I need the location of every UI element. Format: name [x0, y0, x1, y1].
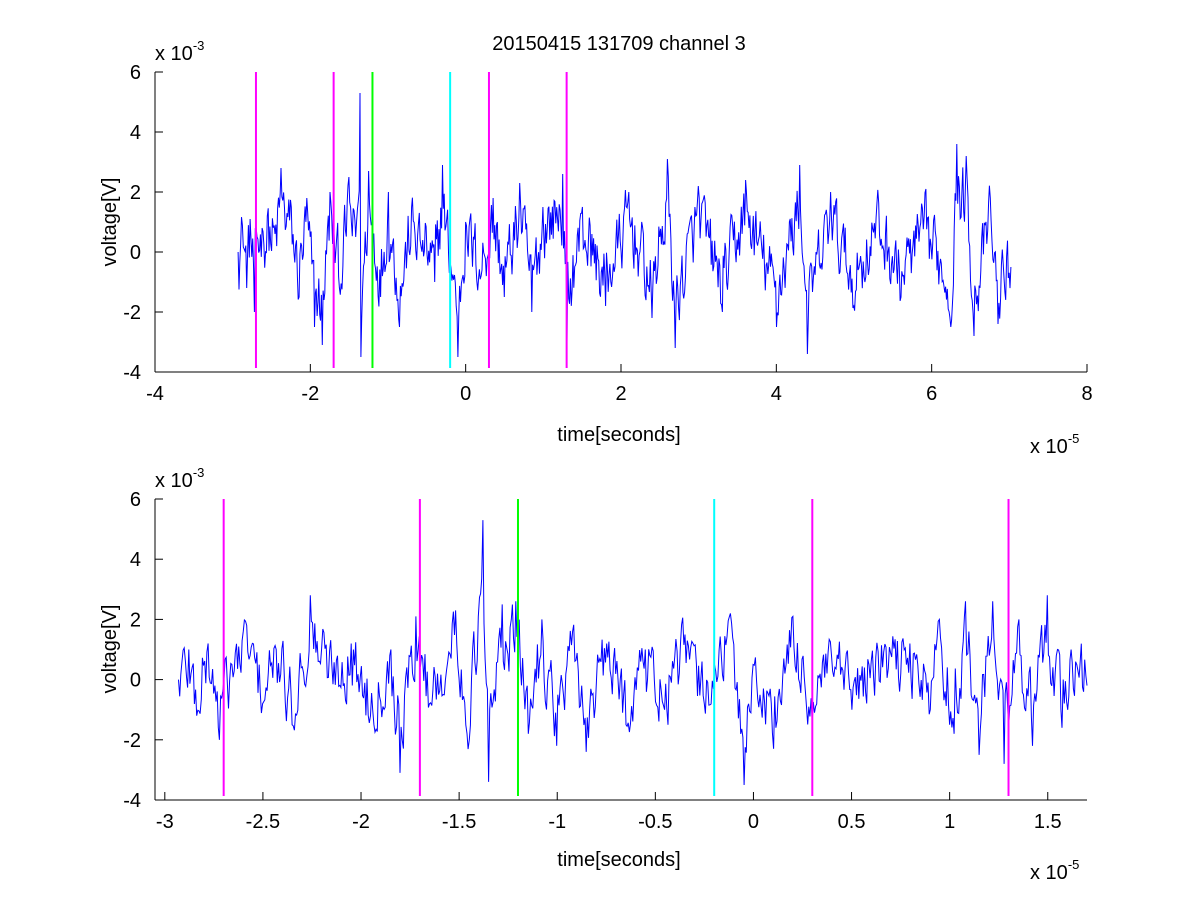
- top-y-tick-label: -2: [123, 302, 141, 324]
- bottom-subplot: -3 -2.5 -2 -1.5 -1 -0.5 0 0.5 1 1.5 -4 -2 0 2 4 6 time…: [99, 465, 1088, 884]
- chart-title: 20150415 131709 channel 3: [492, 33, 746, 55]
- bottom-y-tick-label: 0: [130, 670, 141, 692]
- top-ylabel: voltage[V]: [99, 178, 121, 267]
- bottom-traces: [178, 499, 1088, 796]
- bottom-y-tick-label: 4: [130, 549, 141, 571]
- bottom-x-tick-label: -2.5: [246, 811, 280, 833]
- top-y-tick-label: -4: [123, 362, 141, 384]
- bottom-x-tick-label: -3: [156, 811, 174, 833]
- bottom-y-tick-label: 2: [130, 609, 141, 631]
- bottom-y-ticks: -4 -2 0 2 4 6: [123, 489, 163, 812]
- top-x-tick-label: 2: [615, 383, 626, 405]
- top-xlabel: time[seconds]: [557, 424, 680, 446]
- bottom-y-tick-label: 6: [130, 489, 141, 511]
- top-y-tick-label: 4: [130, 122, 141, 144]
- top-x-tick-label: 6: [926, 383, 937, 405]
- top-x-tick-label: 4: [771, 383, 782, 405]
- bottom-signal-trace: [178, 520, 1088, 786]
- bottom-x-tick-label: -1.5: [442, 811, 476, 833]
- bottom-x-tick-label: 0: [748, 811, 759, 833]
- top-signal-trace: [237, 92, 1012, 358]
- bottom-x-tick-label: -0.5: [638, 811, 672, 833]
- bottom-x-tick-label: 0.5: [838, 811, 866, 833]
- bottom-y-tick-label: -4: [123, 790, 141, 812]
- top-subplot: -4 -2 0 2 4 6 8 -4 -2 0 2 4 6 time[seconds] voltage…: [99, 38, 1093, 458]
- top-y-multiplier: x 10-3: [155, 38, 204, 65]
- top-traces: [237, 72, 1012, 368]
- bottom-x-multiplier: x 10-5: [1030, 857, 1079, 884]
- top-x-ticks: -4 -2 0 2 4 6 8: [146, 364, 1093, 405]
- top-y-ticks: -4 -2 0 2 4 6: [123, 62, 163, 384]
- bottom-y-tick-label: -2: [123, 730, 141, 752]
- top-x-tick-label: -4: [146, 383, 164, 405]
- top-x-tick-label: 8: [1081, 383, 1092, 405]
- bottom-x-tick-label: 1.5: [1034, 811, 1062, 833]
- top-x-tick-label: -2: [301, 383, 319, 405]
- bottom-y-multiplier: x 10-3: [155, 465, 204, 492]
- bottom-ylabel: voltage[V]: [99, 605, 121, 694]
- bottom-x-tick-label: -2: [352, 811, 370, 833]
- bottom-x-tick-label: -1: [548, 811, 566, 833]
- top-y-tick-label: 6: [130, 62, 141, 84]
- top-y-tick-label: 0: [130, 242, 141, 264]
- top-y-tick-label: 2: [130, 182, 141, 204]
- top-x-multiplier: x 10-5: [1030, 431, 1079, 458]
- top-x-tick-label: 0: [460, 383, 471, 405]
- bottom-x-tick-label: 1: [944, 811, 955, 833]
- bottom-xlabel: time[seconds]: [557, 849, 680, 871]
- bottom-x-ticks: -3 -2.5 -2 -1.5 -1 -0.5 0 0.5 1 1.5: [156, 792, 1062, 833]
